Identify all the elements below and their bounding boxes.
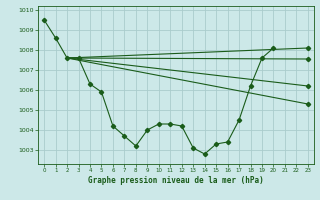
X-axis label: Graphe pression niveau de la mer (hPa): Graphe pression niveau de la mer (hPa)	[88, 176, 264, 185]
